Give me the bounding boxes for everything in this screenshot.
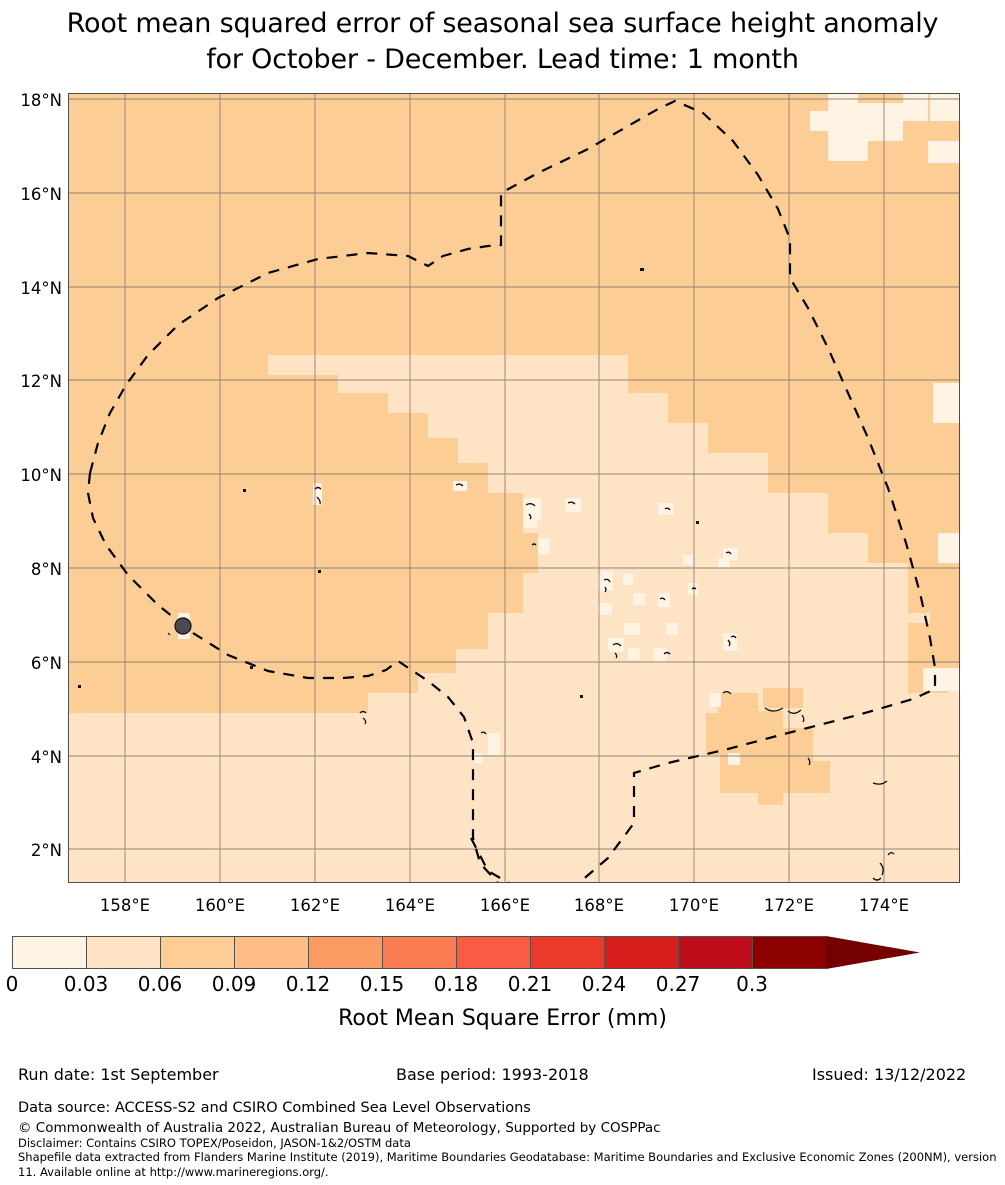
x-tick-162e: 162°E <box>289 896 341 915</box>
cbar-tick-003: 0.03 <box>63 972 109 996</box>
title-line-1: Root mean squared error of seasonal sea … <box>66 8 939 39</box>
x-tick-166e: 166°E <box>479 896 531 915</box>
y-tick-14n: 14°N <box>20 279 62 298</box>
run-date-text: Run date: 1st September <box>18 1065 219 1084</box>
cbar-tick-018: 0.18 <box>433 972 479 996</box>
eez-boundary <box>86 99 937 883</box>
y-tick-2n: 2°N <box>30 841 62 860</box>
cbar-tick-021: 0.21 <box>507 972 553 996</box>
y-tick-10n: 10°N <box>20 466 62 485</box>
nauru-island <box>167 617 192 636</box>
x-tick-164e: 164°E <box>384 896 436 915</box>
colorbar-bands <box>12 936 920 969</box>
colorbar <box>12 936 920 969</box>
y-tick-16n: 16°N <box>20 185 62 204</box>
x-tick-170e: 170°E <box>668 896 720 915</box>
cbar-tick-012: 0.12 <box>285 972 331 996</box>
speck-marks <box>78 268 699 698</box>
cbar-tick-03: 0.3 <box>736 972 768 996</box>
y-tick-4n: 4°N <box>30 748 62 767</box>
x-tick-160e: 160°E <box>194 896 246 915</box>
y-tick-12n: 12°N <box>20 372 62 391</box>
colorbar-label: Root Mean Square Error (mm) <box>338 1006 667 1031</box>
shapefile-credit-text: Shapefile data extracted from Flanders M… <box>18 1150 997 1179</box>
x-tick-168e: 168°E <box>573 896 625 915</box>
map-plot-area <box>68 93 960 883</box>
cbar-tick-027: 0.27 <box>655 972 701 996</box>
island-outlines <box>314 483 895 881</box>
cbar-tick-0: 0 <box>5 972 19 996</box>
disclaimer-text: Disclaimer: Contains CSIRO TOPEX/Poseido… <box>18 1136 411 1150</box>
x-tick-172e: 172°E <box>763 896 815 915</box>
x-tick-158e: 158°E <box>99 896 151 915</box>
copyright-text: © Commonwealth of Australia 2022, Austra… <box>18 1120 661 1136</box>
colorbar-extend-arrow <box>826 936 920 969</box>
issued-date-text: Issued: 13/12/2022 <box>812 1065 967 1084</box>
y-tick-6n: 6°N <box>30 654 62 673</box>
cbar-tick-006: 0.06 <box>137 972 183 996</box>
x-tick-174e: 174°E <box>858 896 910 915</box>
base-period-text: Base period: 1993-2018 <box>396 1065 589 1084</box>
title-line-2: for October - December. Lead time: 1 mon… <box>206 44 799 75</box>
data-source-text: Data source: ACCESS-S2 and CSIRO Combine… <box>18 1100 531 1116</box>
cbar-tick-024: 0.24 <box>581 972 627 996</box>
y-tick-18n: 18°N <box>20 91 62 110</box>
cbar-tick-009: 0.09 <box>211 972 257 996</box>
page-title: Root mean squared error of seasonal sea … <box>0 6 1005 78</box>
y-tick-8n: 8°N <box>30 560 62 579</box>
cbar-tick-015: 0.15 <box>359 972 405 996</box>
